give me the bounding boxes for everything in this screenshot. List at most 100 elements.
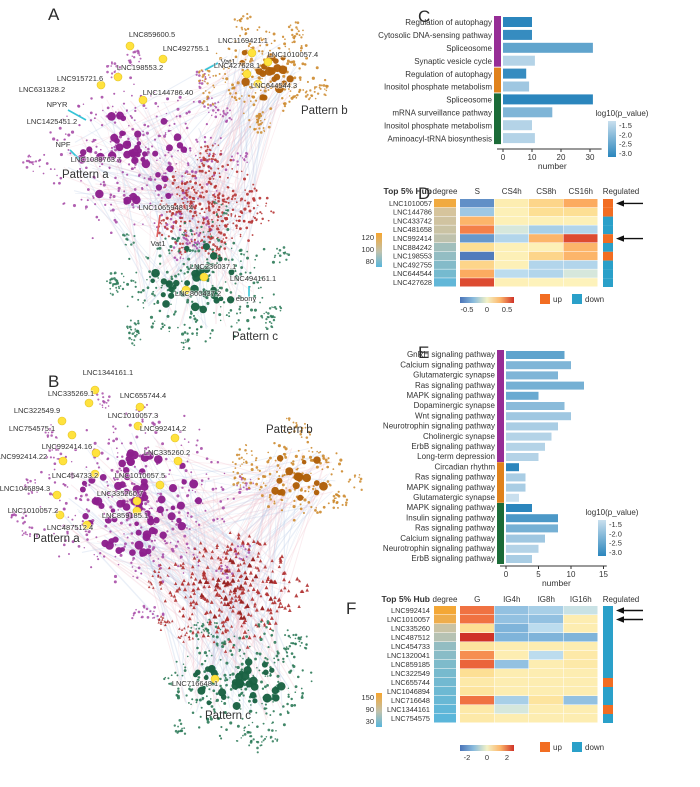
network-hub-node — [313, 456, 321, 464]
network-node — [242, 734, 244, 737]
network-node — [159, 563, 162, 567]
network-node — [183, 182, 187, 186]
network-node — [217, 109, 220, 111]
network-node — [255, 189, 258, 192]
network-node — [256, 280, 258, 283]
network-node — [176, 690, 180, 694]
network-node — [188, 326, 191, 330]
network-node — [155, 115, 158, 118]
network-node — [191, 214, 195, 218]
network-node — [271, 306, 273, 308]
heatmap-cell — [529, 216, 563, 225]
network-node — [208, 70, 211, 73]
row-label: LNC1320041 — [387, 651, 430, 660]
network-edge — [184, 582, 191, 675]
legend-title: log10(p_value) — [586, 508, 639, 517]
network-node — [189, 575, 193, 579]
network-hub-node — [168, 286, 174, 293]
network-node — [246, 173, 249, 176]
network-node-label: LNC322549.9 — [14, 406, 60, 415]
network-node — [253, 602, 257, 606]
highlighted-node — [67, 430, 77, 440]
column-header: G — [474, 595, 480, 604]
network-edge — [80, 135, 173, 314]
network-node — [238, 650, 240, 653]
network-node — [297, 54, 300, 57]
network-node-label: LNC655744.4 — [120, 391, 166, 400]
network-hub-node — [271, 76, 277, 82]
network-node — [315, 66, 319, 70]
network-node — [138, 455, 141, 458]
network-node — [203, 136, 207, 139]
heatmap-cell — [563, 199, 598, 208]
network-hub-node — [105, 541, 114, 550]
network-edge — [258, 498, 289, 604]
column-header: degree — [433, 187, 458, 196]
network-node — [300, 641, 303, 644]
network-hub-node — [218, 688, 227, 697]
degree-cell — [434, 678, 456, 687]
network-node — [237, 597, 242, 601]
network-node — [186, 581, 191, 586]
network-node — [303, 63, 307, 66]
network-edge — [150, 139, 240, 180]
network-node — [204, 659, 207, 663]
network-node — [170, 674, 173, 677]
network-node — [212, 211, 216, 215]
network-edge — [206, 505, 280, 534]
network-edge — [192, 609, 229, 674]
network-node — [183, 222, 186, 225]
row-label: LNC1344161 — [387, 705, 430, 714]
network-node — [274, 621, 278, 625]
network-node — [287, 647, 290, 650]
network-node — [159, 157, 161, 159]
network-node — [220, 567, 224, 571]
network-edge — [150, 562, 262, 624]
network-node — [114, 176, 117, 180]
network-node — [138, 60, 140, 63]
network-node — [279, 309, 282, 312]
network-node — [114, 489, 118, 493]
network-node — [233, 193, 237, 197]
network-node — [260, 494, 264, 497]
network-node — [149, 177, 153, 182]
network-node — [198, 651, 202, 655]
network-node — [283, 426, 286, 428]
network-node — [168, 682, 171, 685]
network-node — [149, 202, 152, 205]
network-node — [108, 167, 111, 170]
network-hub-node — [262, 693, 272, 703]
network-node — [180, 634, 183, 638]
network-node — [314, 97, 317, 100]
heatmap-cell — [494, 633, 529, 642]
network-node — [229, 291, 233, 294]
network-node — [163, 540, 167, 543]
network-node — [220, 564, 223, 568]
legend-tick-label: -3.0 — [609, 548, 622, 557]
network-node — [234, 214, 237, 217]
network-node — [207, 252, 210, 255]
network-node — [77, 544, 81, 548]
network-node — [97, 558, 100, 561]
network-node — [229, 274, 232, 277]
network-node — [239, 486, 242, 488]
network-node-label: LNC492755.1 — [163, 44, 209, 53]
network-node — [193, 206, 197, 210]
network-node — [208, 158, 211, 161]
network-node — [300, 636, 303, 638]
network-node — [272, 710, 275, 713]
network-edge — [137, 81, 301, 225]
network-node-label: Vat1 — [151, 239, 166, 248]
panel-a-network: A LNC859600.5LNC492755.1Vat1LNC198553.2L… — [18, 5, 348, 350]
network-edge — [100, 170, 206, 188]
network-edge — [210, 79, 252, 228]
network-node — [233, 18, 236, 21]
highlighted-node — [90, 469, 100, 479]
highlighted-node — [173, 456, 183, 466]
network-node — [283, 429, 285, 432]
network-node — [206, 717, 210, 721]
network-node — [196, 243, 199, 246]
network-node — [303, 422, 306, 425]
network-node-label: LNC859600.5 — [129, 30, 175, 39]
network-node — [108, 281, 112, 285]
